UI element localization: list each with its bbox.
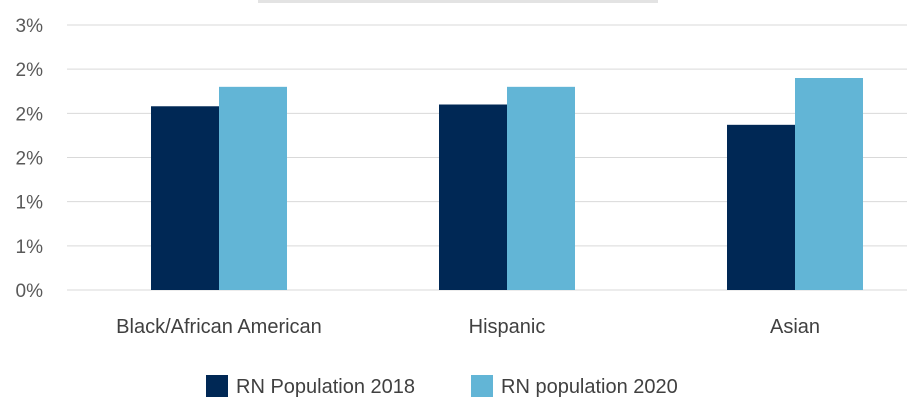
legend: RN Population 2018 RN population 2020	[206, 375, 678, 398]
bar-rn-2018-0	[151, 106, 219, 291]
y-tick-label: 2%	[16, 60, 44, 81]
x-category-label: Hispanic	[469, 316, 546, 338]
y-tick-label: 2%	[16, 104, 44, 125]
x-category-label: Black/African American	[116, 316, 322, 338]
y-axis: 0% 1% 1% 2% 2% 2% 3%	[16, 16, 44, 302]
bar-rn-2020-2	[795, 78, 863, 290]
bar-rn-2020-1	[507, 86, 575, 290]
y-tick-label: 3%	[16, 16, 44, 37]
legend-label: RN Population 2018	[236, 376, 415, 398]
x-category-label: Asian	[770, 316, 820, 338]
legend-swatch	[471, 375, 493, 397]
bar-rn-2018-2	[727, 124, 795, 290]
y-tick-label: 2%	[16, 149, 44, 170]
x-axis: Black/African American Hispanic Asian	[116, 316, 820, 338]
y-tick-label: 0%	[16, 281, 44, 302]
bar-rn-2018-1	[439, 104, 507, 290]
legend-label: RN population 2020	[501, 376, 678, 398]
bar-rn-2020-0	[219, 86, 287, 290]
chart-title-fragment	[258, 0, 658, 3]
bars	[151, 78, 863, 291]
legend-swatch	[206, 375, 228, 397]
y-tick-label: 1%	[16, 193, 44, 214]
y-tick-label: 1%	[16, 237, 44, 258]
